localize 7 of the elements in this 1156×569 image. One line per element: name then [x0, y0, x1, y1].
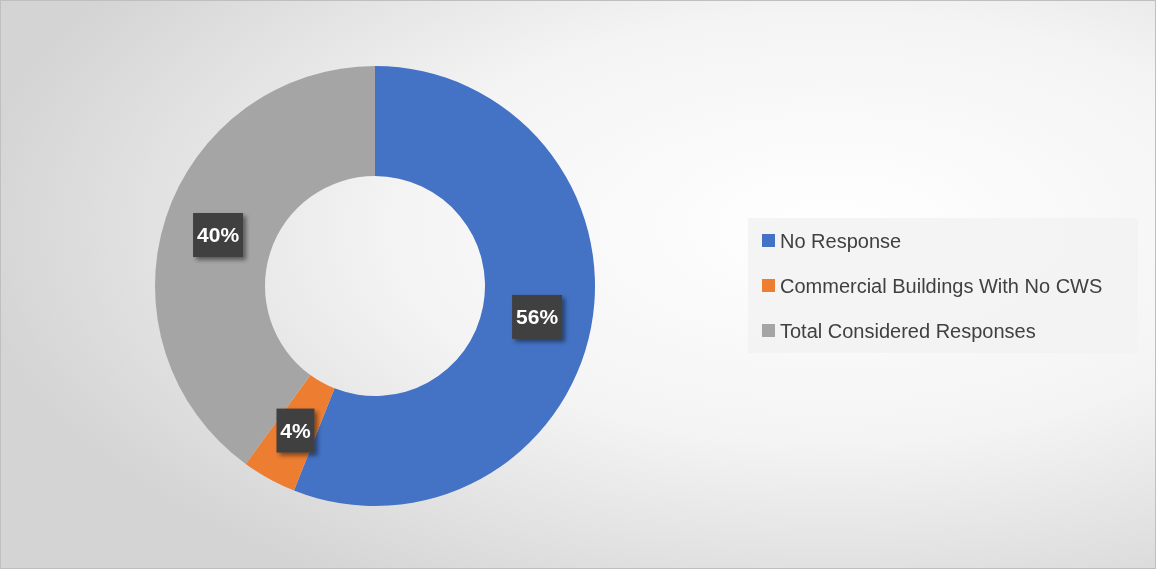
data-label: 56%	[516, 304, 559, 328]
donut-slice	[155, 66, 375, 464]
legend-label: Commercial Buildings With No CWS	[780, 275, 1103, 297]
legend-label: No Response	[780, 230, 902, 252]
data-label: 40%	[197, 223, 240, 247]
data-label: 4%	[280, 418, 312, 442]
legend-label: Total Considered Responses	[780, 320, 1036, 342]
